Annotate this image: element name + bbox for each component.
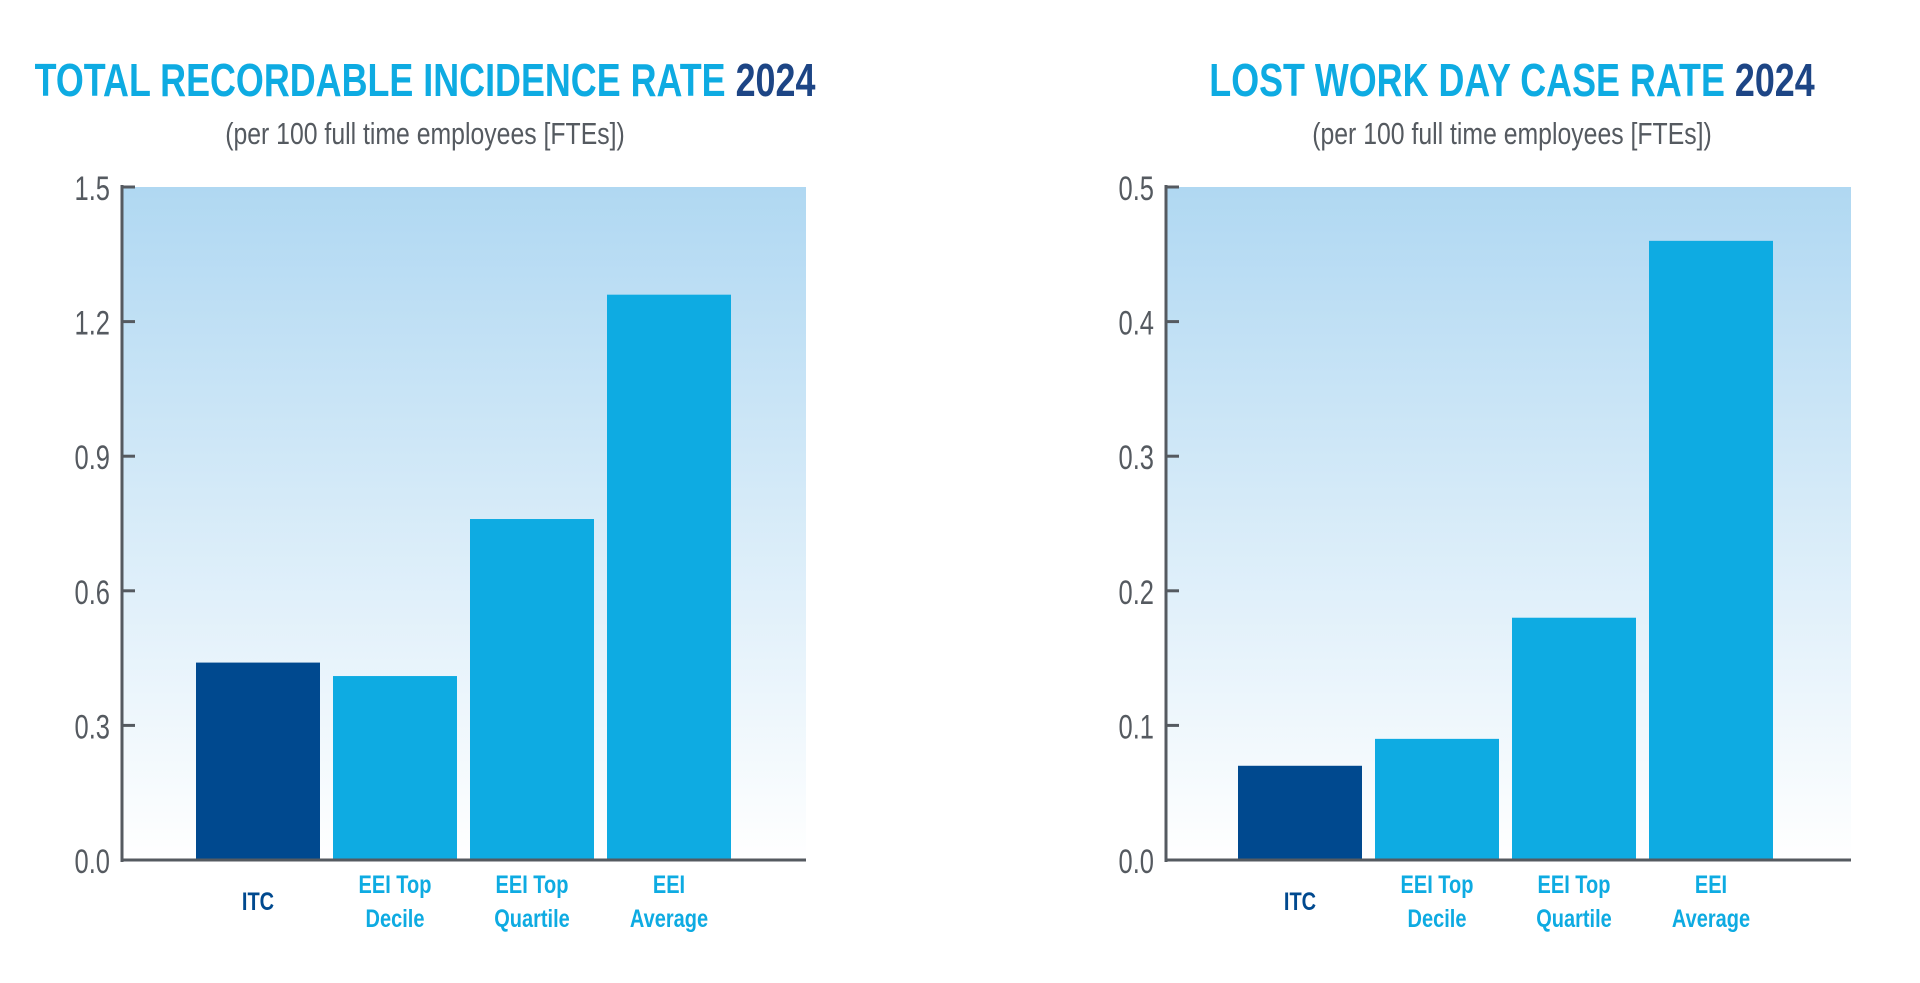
chart-title: TOTAL RECORDABLE INCIDENCE RATE 2024 bbox=[35, 55, 816, 106]
y-tick-label: 0.1 bbox=[1119, 709, 1154, 746]
chart-subtitle: (per 100 full time employees [FTEs]) bbox=[225, 116, 625, 150]
y-tick-label: 0.2 bbox=[1119, 574, 1154, 611]
category-label: ITC bbox=[1284, 888, 1316, 916]
y-tick-label: 1.2 bbox=[75, 305, 110, 342]
bar-eei-top-quartile bbox=[470, 519, 594, 860]
y-tick-label: 0.4 bbox=[1119, 305, 1154, 342]
category-label: EEI Top bbox=[1401, 871, 1474, 899]
category-label: EEI bbox=[653, 871, 685, 899]
category-label: EEI bbox=[1695, 871, 1727, 899]
chart-subtitle: (per 100 full time employees [FTEs]) bbox=[1312, 116, 1712, 150]
category-label: Quartile bbox=[1536, 905, 1612, 933]
chart-title-text: TOTAL RECORDABLE INCIDENCE RATE bbox=[35, 55, 726, 106]
chart-title-year: 2024 bbox=[1735, 55, 1815, 106]
category-label: Average bbox=[630, 905, 708, 933]
bar-itc bbox=[1238, 765, 1362, 860]
category-label: EEI Top bbox=[1538, 871, 1611, 899]
category-label: Decile bbox=[1408, 905, 1467, 933]
bar-eei-top-decile bbox=[333, 676, 457, 860]
chart-title-text: LOST WORK DAY CASE RATE bbox=[1209, 55, 1725, 106]
y-tick-label: 0.3 bbox=[75, 709, 110, 746]
chart-2: LOST WORK DAY CASE RATE 2024 (per 100 ful… bbox=[1119, 55, 1851, 933]
category-label: Average bbox=[1672, 905, 1750, 933]
y-tick-label: 0.0 bbox=[1119, 844, 1154, 881]
chart-title-year: 2024 bbox=[736, 55, 816, 106]
bar-itc bbox=[196, 662, 320, 860]
chart-title: LOST WORK DAY CASE RATE 2024 bbox=[1209, 55, 1814, 106]
y-tick-label: 0.5 bbox=[1119, 171, 1154, 208]
bar-eei-top-quartile bbox=[1512, 617, 1636, 860]
chart-1: TOTAL RECORDABLE INCIDENCE RATE 2024 (per… bbox=[35, 55, 816, 933]
y-tick-label: 0.0 bbox=[75, 844, 110, 881]
y-tick-label: 1.5 bbox=[75, 171, 110, 208]
category-label: EEI Top bbox=[496, 871, 569, 899]
y-tick-label: 0.6 bbox=[75, 574, 110, 611]
category-label: Decile bbox=[366, 905, 425, 933]
bar-eei-top-decile bbox=[1375, 738, 1499, 860]
bar-eei-average bbox=[1649, 240, 1773, 861]
y-tick-label: 0.9 bbox=[75, 440, 110, 477]
y-tick-label: 0.3 bbox=[1119, 440, 1154, 477]
bar-eei-average bbox=[607, 294, 731, 860]
category-label: Quartile bbox=[494, 905, 570, 933]
category-label: ITC bbox=[242, 888, 274, 916]
category-label: EEI Top bbox=[359, 871, 432, 899]
